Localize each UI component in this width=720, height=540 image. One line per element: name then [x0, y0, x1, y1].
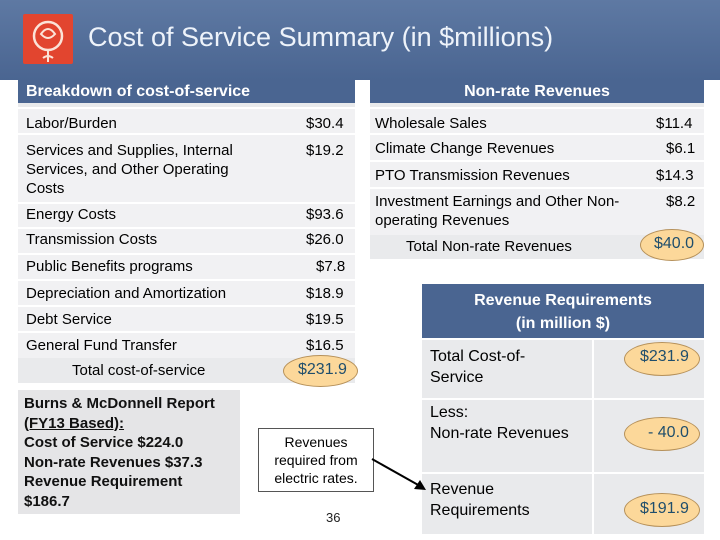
rr-row-label: Total Cost-of-Service: [430, 348, 526, 386]
row-value: $7.8: [316, 258, 346, 275]
table-row: General Fund Transfer $16.5: [18, 331, 355, 358]
title-bar: Cost of Service Summary (in $millions): [0, 0, 720, 80]
total-nonrate-oval: [640, 229, 704, 261]
total-cost-oval: [283, 355, 358, 387]
table-row: Investment Earnings and Other Non-operat…: [370, 187, 704, 235]
rr-row-label: Less: Non-rate Revenues: [430, 402, 569, 444]
rr-result-value: $191.9: [640, 500, 689, 517]
total-nonrate-label: Total Non-rate Revenues: [406, 238, 572, 255]
rr-less-oval: [624, 417, 700, 451]
row-value: $26.0: [306, 231, 344, 248]
row-label: Depreciation and Amortization: [26, 285, 227, 302]
rr-less-label: Less:: [430, 404, 469, 421]
note-line: (FY13 Based):: [24, 414, 125, 432]
row-label: Wholesale Sales: [375, 115, 487, 132]
burns-mcdonnell-note: Burns & McDonnell Report (FY13 Based): C…: [18, 390, 240, 514]
row-label: Investment Earnings and Other Non-operat…: [375, 193, 620, 229]
table-row: Climate Change Revenues $6.1: [370, 133, 704, 160]
table-row: Debt Service $19.5: [18, 305, 355, 332]
revenue-requirements-header: Revenue Requirements (in million $): [422, 284, 704, 338]
arrow-icon: [371, 458, 426, 490]
rr-total-value: $231.9: [640, 348, 689, 365]
row-label: Debt Service: [26, 311, 112, 328]
note-line: Non-rate Revenues $37.3: [24, 453, 203, 471]
nonrate-header: Non-rate Revenues: [370, 80, 704, 103]
callout-box: Revenues required from electric rates.: [258, 428, 374, 492]
total-cost-value: $231.9: [298, 361, 347, 378]
table-row: Wholesale Sales $11.4: [370, 107, 704, 134]
table-row: Labor/Burden $30.4: [18, 107, 355, 134]
row-value: $30.4: [306, 115, 344, 132]
breakdown-header: Breakdown of cost-of-service: [18, 80, 355, 103]
table-row: Energy Costs $93.6: [18, 202, 355, 229]
row-value: $18.9: [306, 285, 344, 302]
total-cost-label: Total cost-of-service: [72, 362, 206, 379]
row-value: $8.2: [666, 193, 696, 210]
row-label: Labor/Burden: [26, 115, 117, 132]
rr-less-value: - 40.0: [648, 424, 689, 441]
note-line: Cost of Service $224.0: [24, 434, 184, 451]
row-value: $6.1: [666, 140, 696, 157]
note-line: Revenue Requirement: [24, 473, 183, 490]
rr-result-oval: [624, 493, 700, 527]
rr-label-cell: [422, 474, 592, 534]
row-label: Energy Costs: [26, 206, 117, 223]
row-label: Transmission Costs: [26, 231, 158, 248]
table-row: Public Benefits programs $7.8: [18, 253, 355, 280]
rr-row-label: Revenue Requirements: [430, 481, 530, 519]
breakdown-table: Labor/Burden $30.4 Services and Supplies…: [18, 103, 355, 383]
table-row: Services and Supplies, Internal Services…: [18, 133, 355, 204]
table-row: Transmission Costs $26.0: [18, 227, 355, 254]
rr-header-line1: Revenue Requirements: [474, 292, 652, 309]
row-value: $19.5: [306, 311, 344, 328]
row-label: General Fund Transfer: [26, 337, 177, 354]
row-label: Climate Change Revenues: [375, 140, 555, 157]
note-line: Burns & McDonnell Report: [24, 395, 215, 412]
row-label: PTO Transmission Revenues: [375, 167, 570, 184]
row-value: $93.6: [306, 206, 344, 223]
rose-logo-icon: [23, 14, 73, 64]
page-number: 36: [326, 510, 341, 525]
row-value: $16.5: [306, 337, 344, 354]
rr-total-oval: [624, 342, 700, 376]
rr-label-cell: [422, 400, 592, 472]
note-line: $186.7: [24, 492, 70, 510]
total-nonrate-value: $40.0: [654, 235, 695, 252]
rr-label-cell: [422, 340, 592, 398]
row-label: Public Benefits programs: [26, 258, 193, 275]
page-title: Cost of Service Summary (in $millions): [88, 22, 554, 52]
row-value: $14.3: [656, 167, 694, 184]
row-value: $11.4: [656, 115, 693, 132]
row-value: $19.2: [306, 142, 344, 159]
rr-nonrate-label: Non-rate Revenues: [430, 425, 569, 442]
row-label: Services and Supplies, Internal Services…: [26, 142, 233, 197]
table-row: PTO Transmission Revenues $14.3: [370, 160, 704, 187]
rr-header-line2: (in million $): [515, 315, 611, 332]
table-row: Depreciation and Amortization $18.9: [18, 279, 355, 306]
